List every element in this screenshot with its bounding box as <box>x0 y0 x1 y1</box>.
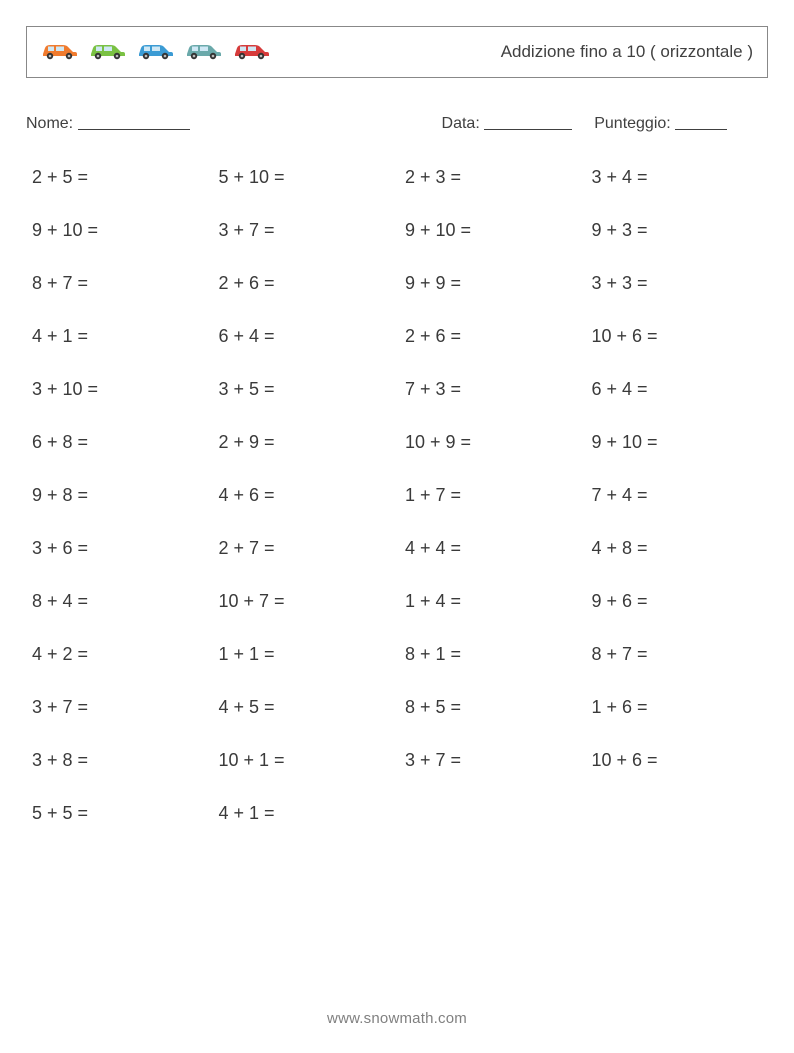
score-label: Punteggio: <box>594 115 671 132</box>
date-blank[interactable] <box>484 114 572 130</box>
problem-cell: 2 + 3 = <box>405 167 582 188</box>
problem-cell: 3 + 6 = <box>32 538 209 559</box>
problem-cell: 9 + 10 = <box>32 220 209 241</box>
car-icon <box>87 40 127 65</box>
car-icon <box>231 40 271 65</box>
car-icon <box>135 40 175 65</box>
problem-cell: 2 + 6 = <box>219 273 396 294</box>
problem-cell: 9 + 6 = <box>592 591 769 612</box>
problem-cell: 8 + 4 = <box>32 591 209 612</box>
problem-cell: 4 + 1 = <box>219 803 396 824</box>
problem-cell: 5 + 10 = <box>219 167 396 188</box>
car-icon <box>39 40 79 60</box>
car-icon <box>87 40 127 60</box>
problem-cell: 10 + 6 = <box>592 326 769 347</box>
problem-grid: 2 + 5 = 5 + 10 = 2 + 3 = 3 + 4 = 9 + 10 = 3 +… <box>26 167 768 824</box>
problem-cell: 8 + 7 = <box>32 273 209 294</box>
problem-cell: 4 + 1 = <box>32 326 209 347</box>
problem-cell: 10 + 1 = <box>219 750 396 771</box>
problem-cell: 4 + 2 = <box>32 644 209 665</box>
problem-cell: 4 + 6 = <box>219 485 396 506</box>
problem-cell: 4 + 5 = <box>219 697 396 718</box>
problem-cell: 2 + 5 = <box>32 167 209 188</box>
info-row: Nome: Data: Punteggio: <box>26 112 768 133</box>
date-label: Data: <box>442 115 480 132</box>
problem-cell: 5 + 5 = <box>32 803 209 824</box>
problem-cell: 3 + 3 = <box>592 273 769 294</box>
problem-cell <box>592 803 769 824</box>
problem-cell: 6 + 4 = <box>592 379 769 400</box>
problem-cell: 10 + 7 = <box>219 591 396 612</box>
problem-cell: 3 + 5 = <box>219 379 396 400</box>
problem-cell: 8 + 1 = <box>405 644 582 665</box>
problem-cell: 10 + 6 = <box>592 750 769 771</box>
problem-cell: 6 + 8 = <box>32 432 209 453</box>
problem-cell: 10 + 9 = <box>405 432 582 453</box>
problem-cell: 3 + 7 = <box>32 697 209 718</box>
problem-cell: 3 + 10 = <box>32 379 209 400</box>
problem-cell: 1 + 7 = <box>405 485 582 506</box>
car-icon <box>135 40 175 60</box>
problem-cell: 2 + 6 = <box>405 326 582 347</box>
car-icon <box>183 40 223 65</box>
problem-cell: 3 + 4 = <box>592 167 769 188</box>
car-icon <box>39 40 79 65</box>
name-label: Nome: <box>26 115 73 132</box>
car-icon <box>183 40 223 60</box>
problem-cell: 3 + 8 = <box>32 750 209 771</box>
header-box: Addizione fino a 10 ( orizzontale ) <box>26 26 768 78</box>
problem-cell: 3 + 7 = <box>219 220 396 241</box>
problem-cell: 9 + 9 = <box>405 273 582 294</box>
problem-cell: 8 + 5 = <box>405 697 582 718</box>
problem-cell: 1 + 6 = <box>592 697 769 718</box>
problem-cell: 9 + 10 = <box>405 220 582 241</box>
problem-cell: 9 + 8 = <box>32 485 209 506</box>
worksheet-title: Addizione fino a 10 ( orizzontale ) <box>501 42 753 62</box>
name-blank[interactable] <box>78 114 190 130</box>
problem-cell: 2 + 9 = <box>219 432 396 453</box>
problem-cell: 7 + 3 = <box>405 379 582 400</box>
footer-url: www.snowmath.com <box>0 1010 794 1027</box>
problem-cell <box>405 803 582 824</box>
problem-cell: 4 + 8 = <box>592 538 769 559</box>
problem-cell: 4 + 4 = <box>405 538 582 559</box>
car-icon <box>231 40 271 60</box>
problem-cell: 6 + 4 = <box>219 326 396 347</box>
problem-cell: 9 + 3 = <box>592 220 769 241</box>
problem-cell: 3 + 7 = <box>405 750 582 771</box>
problem-cell: 9 + 10 = <box>592 432 769 453</box>
problem-cell: 1 + 1 = <box>219 644 396 665</box>
car-icon-row <box>39 40 271 65</box>
problem-cell: 7 + 4 = <box>592 485 769 506</box>
problem-cell: 2 + 7 = <box>219 538 396 559</box>
problem-cell: 1 + 4 = <box>405 591 582 612</box>
score-blank[interactable] <box>675 114 727 130</box>
problem-cell: 8 + 7 = <box>592 644 769 665</box>
